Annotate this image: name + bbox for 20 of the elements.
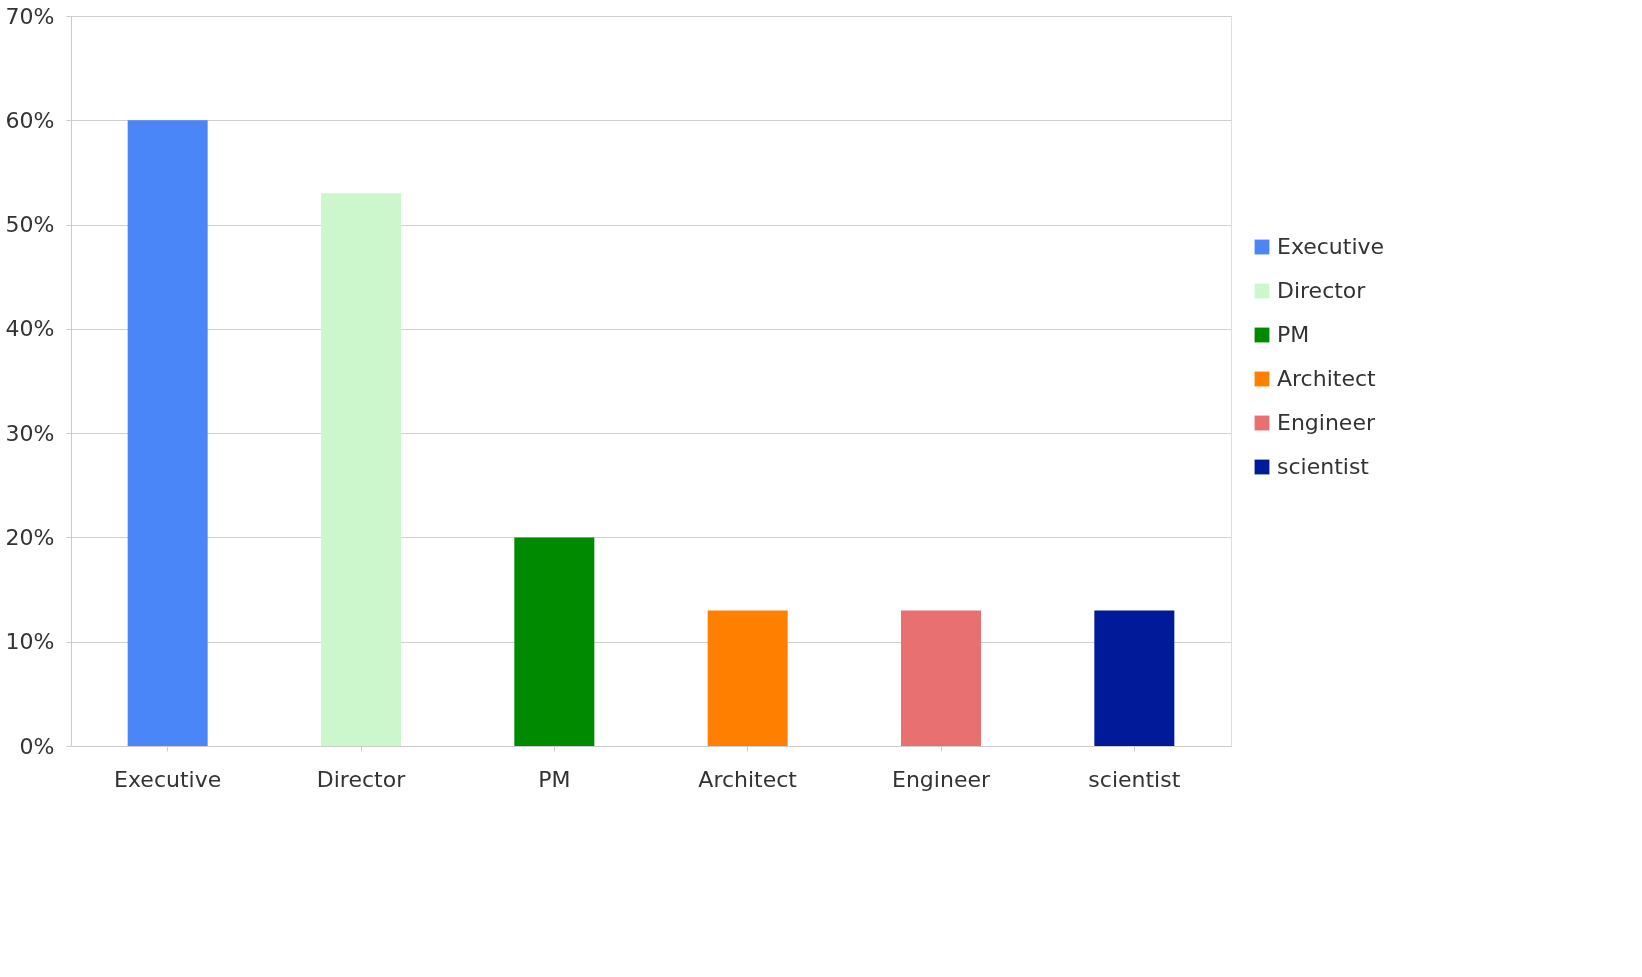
y-tick-label: 60% (5, 107, 55, 133)
legend-label: PM (1277, 322, 1310, 347)
x-tick-label: Director (316, 766, 407, 792)
y-tick-label: 0% (19, 733, 55, 759)
legend-label: Architect (1277, 366, 1377, 391)
legend-label: Executive (1277, 234, 1385, 259)
x-tick-label: scientist (1088, 766, 1181, 792)
x-tick-label: Architect (698, 766, 798, 792)
y-tick-label: 30% (5, 420, 55, 446)
legend-label: Engineer (1277, 410, 1376, 435)
y-tick-label: 20% (5, 524, 55, 550)
legend-label: Director (1277, 278, 1367, 303)
x-tick-label: PM (538, 766, 571, 792)
y-tick-label: 70% (5, 3, 55, 29)
y-tick-label: 40% (5, 316, 55, 342)
legend-label: scientist (1277, 454, 1370, 479)
y-tick-label: 50% (5, 212, 55, 238)
x-tick-label: Executive (114, 766, 222, 792)
y-tick-label: 10% (5, 629, 55, 655)
x-tick-label: Engineer (892, 766, 991, 792)
